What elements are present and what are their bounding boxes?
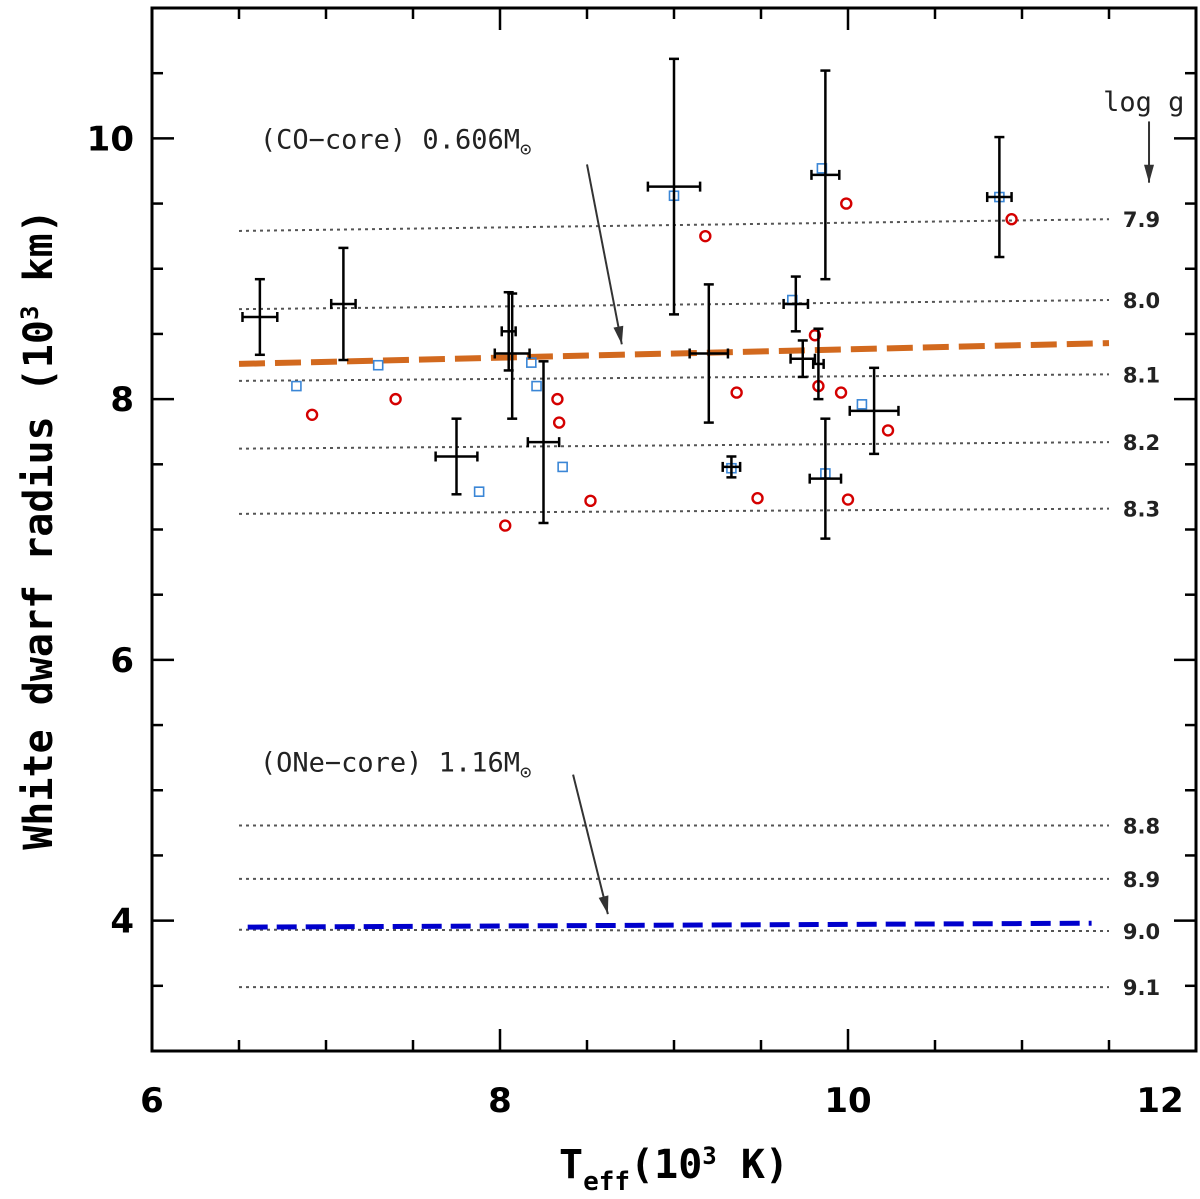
measurement-errorbar	[721, 455, 742, 479]
model-circle-point	[730, 386, 743, 399]
y-axis-title: White dwarf radius (103 km)	[16, 209, 62, 850]
arrow-shaft	[572, 774, 609, 915]
model-circle-point	[1005, 213, 1018, 226]
arrow-shaft	[586, 164, 623, 345]
arrow-head	[598, 895, 609, 915]
measurement-errorbar	[329, 246, 357, 362]
measurement-errorbar	[811, 327, 825, 401]
logg-curve	[238, 373, 1110, 382]
x-tick-label: 8	[488, 1081, 512, 1121]
model-points-layer	[291, 163, 1018, 532]
model-circle-point	[584, 494, 597, 508]
model-square-point	[526, 357, 537, 368]
x-axis-title: Teff(103 K)	[559, 1142, 789, 1197]
one-core-track	[247, 920, 1092, 930]
logg-curves-layer: 7.9 8.0 8.1 8.2 8.3 8.8 8.9 9.0 9.1	[238, 208, 1160, 1000]
model-circle-point	[389, 392, 402, 406]
model-square-point	[856, 399, 868, 410]
co-core-arrow	[586, 164, 624, 345]
logg-label: 8.0	[1123, 289, 1160, 313]
arrow-head	[613, 325, 624, 345]
x-tick-label: 6	[140, 1081, 164, 1121]
y-tick-label: 10	[87, 119, 134, 159]
model-tracks-layer	[238, 340, 1110, 930]
logg-label: 7.9	[1123, 208, 1160, 232]
model-circle-point	[808, 329, 822, 342]
model-square-point	[557, 461, 568, 473]
model-circle-point	[834, 386, 848, 399]
logg-label: 8.1	[1123, 363, 1160, 387]
logg-label: 9.1	[1123, 976, 1160, 1000]
logg-curve	[238, 928, 1110, 933]
measurement-errorbar	[526, 360, 561, 525]
x-tick-label: 10	[824, 1081, 871, 1121]
measurement-errorbar	[493, 292, 531, 420]
y-tick-label: 4	[110, 902, 134, 942]
co-core-label: (CO−core) 0.606M⊙	[260, 124, 532, 160]
model-circle-point	[305, 408, 319, 421]
model-circle-point	[551, 392, 564, 406]
logg-curve	[238, 441, 1110, 450]
logg-label: 8.8	[1123, 814, 1160, 838]
annotations-layer: (CO−core) 0.606M⊙ (ONe−core) 1.16M⊙ log …	[260, 87, 1184, 915]
sun-symbol: ⊙	[520, 762, 531, 784]
logg-label: 8.2	[1123, 431, 1160, 455]
x-tick-label: 12	[1136, 1081, 1183, 1121]
logg-label: 8.3	[1123, 498, 1160, 522]
model-circle-point	[552, 416, 566, 429]
logg-arrow	[1144, 121, 1155, 183]
measurement-errorbar	[241, 277, 279, 357]
model-square-point	[531, 380, 542, 392]
measurement-errorbar	[810, 69, 841, 281]
y-tick-label: 8	[110, 380, 134, 420]
model-circle-point	[881, 424, 895, 437]
model-square-point	[372, 359, 384, 371]
model-circle-point	[499, 519, 512, 532]
model-circle-point	[751, 492, 764, 505]
arrow-head	[1144, 164, 1155, 183]
measurement-errorbar	[848, 366, 900, 456]
model-square-point	[291, 380, 302, 392]
logg-curve	[238, 507, 1110, 515]
logg-label: 8.9	[1123, 868, 1160, 892]
model-circle-point	[840, 197, 853, 210]
y-tick-label: 6	[110, 641, 134, 681]
one-core-label: (ONe−core) 1.16M⊙	[260, 748, 532, 784]
model-circle-point	[841, 493, 855, 506]
measurement-errorbar	[646, 57, 702, 316]
measurement-errorbar	[808, 417, 843, 540]
measurement-errorbar	[789, 339, 817, 379]
measurements-layer	[241, 57, 1013, 540]
one-core-arrow	[572, 774, 609, 915]
co-core-track	[238, 340, 1110, 367]
measurement-errorbar	[688, 283, 730, 424]
measurement-errorbar	[434, 417, 479, 496]
model-circle-point	[699, 229, 712, 243]
model-square-point	[473, 486, 485, 497]
logg-label: 9.0	[1123, 920, 1160, 944]
axes-layer: 6 8 10 12 4 6 8 10	[87, 6, 1198, 1121]
sun-symbol: ⊙	[520, 138, 531, 160]
measurement-errorbar	[782, 275, 810, 333]
measurement-errorbar	[985, 135, 1013, 259]
logg-header: log g	[1103, 87, 1184, 118]
